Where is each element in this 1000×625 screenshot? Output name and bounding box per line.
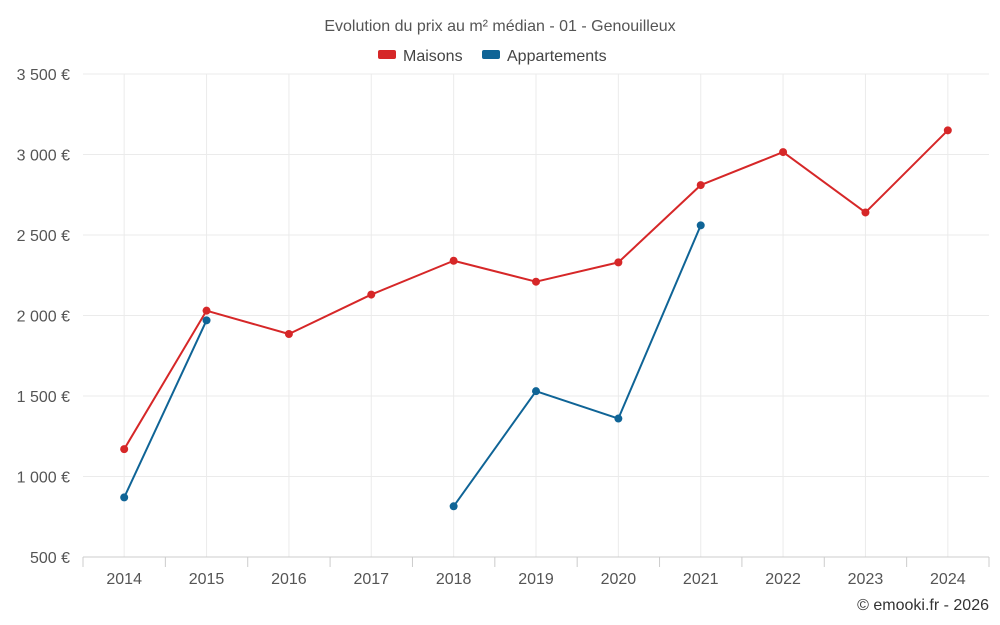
x-axis: 2014 2015 2016 2017 2018 2019 2020 2021 2022 2023… [82,556,990,588]
series-line-appartements [123,319,208,499]
legend-item-maisons[interactable]: Maisons [378,48,463,65]
legend-label-maisons: Maisons [403,48,463,65]
y-tick-label: 1 000 € [17,470,70,487]
data-point-appartements-2015[interactable] [202,316,211,325]
x-tick-label-2024: 2024 [930,571,966,588]
data-point-maisons-2022[interactable] [779,148,788,157]
x-tick-label-2016: 2016 [271,571,307,588]
legend-item-appartements[interactable]: Appartements [482,48,607,65]
y-tick-label: 3 000 € [17,148,70,165]
data-point-appartements-2019[interactable] [532,387,540,396]
data-point-maisons-2018[interactable] [449,256,458,265]
data-point-maisons-2017[interactable] [367,290,376,299]
data-point-appartements-2020[interactable] [614,414,623,423]
y-tick-label: 3 500 € [17,67,70,84]
data-point-appartements-2014[interactable] [120,493,129,502]
data-point-maisons-2016[interactable] [284,330,293,339]
x-tick-label-2017: 2017 [353,571,389,588]
x-tick-label-2020: 2020 [601,571,637,588]
y-tick-label: 500 € [30,550,70,567]
x-tick-label-2022: 2022 [765,571,801,588]
data-point-appartements-2021[interactable] [696,221,705,230]
data-point-appartements-2018[interactable] [449,502,458,511]
chart-title: Evolution du prix au m² médian - 01 - Ge… [324,18,675,35]
data-point-maisons-2021[interactable] [696,181,705,190]
x-tick-label-2018: 2018 [436,571,472,588]
legend: Maisons Appartements [378,48,607,65]
x-tick-label-2019: 2019 [518,571,554,588]
data-point-maisons-2024[interactable] [943,126,952,135]
credit-text: © emooki.fr - 2026 [857,597,989,614]
x-tick-label-2023: 2023 [848,571,884,588]
data-point-maisons-2019[interactable] [532,277,540,286]
series-layer [120,126,952,511]
x-tick-label-2015: 2015 [189,571,225,588]
legend-swatch-maisons [378,50,396,59]
y-tick-label: 2 500 € [17,228,70,245]
legend-swatch-appartements [482,50,500,59]
y-tick-label: 1 500 € [17,389,70,406]
data-point-maisons-2015[interactable] [202,306,211,315]
data-point-maisons-2023[interactable] [861,208,870,217]
y-axis: 500 € 1 000 € 1 500 € 2 000 € 2 500 € 3 000 €… [17,67,70,567]
y-tick-label: 2 000 € [17,309,70,326]
x-tick-label-2014: 2014 [106,571,142,588]
legend-label-appartements: Appartements [507,48,607,65]
data-point-maisons-2014[interactable] [120,445,129,454]
x-tick-label-2021: 2021 [683,571,719,588]
data-point-maisons-2020[interactable] [614,258,623,267]
series-line-appartements [452,224,702,508]
grid-lines [83,73,989,557]
